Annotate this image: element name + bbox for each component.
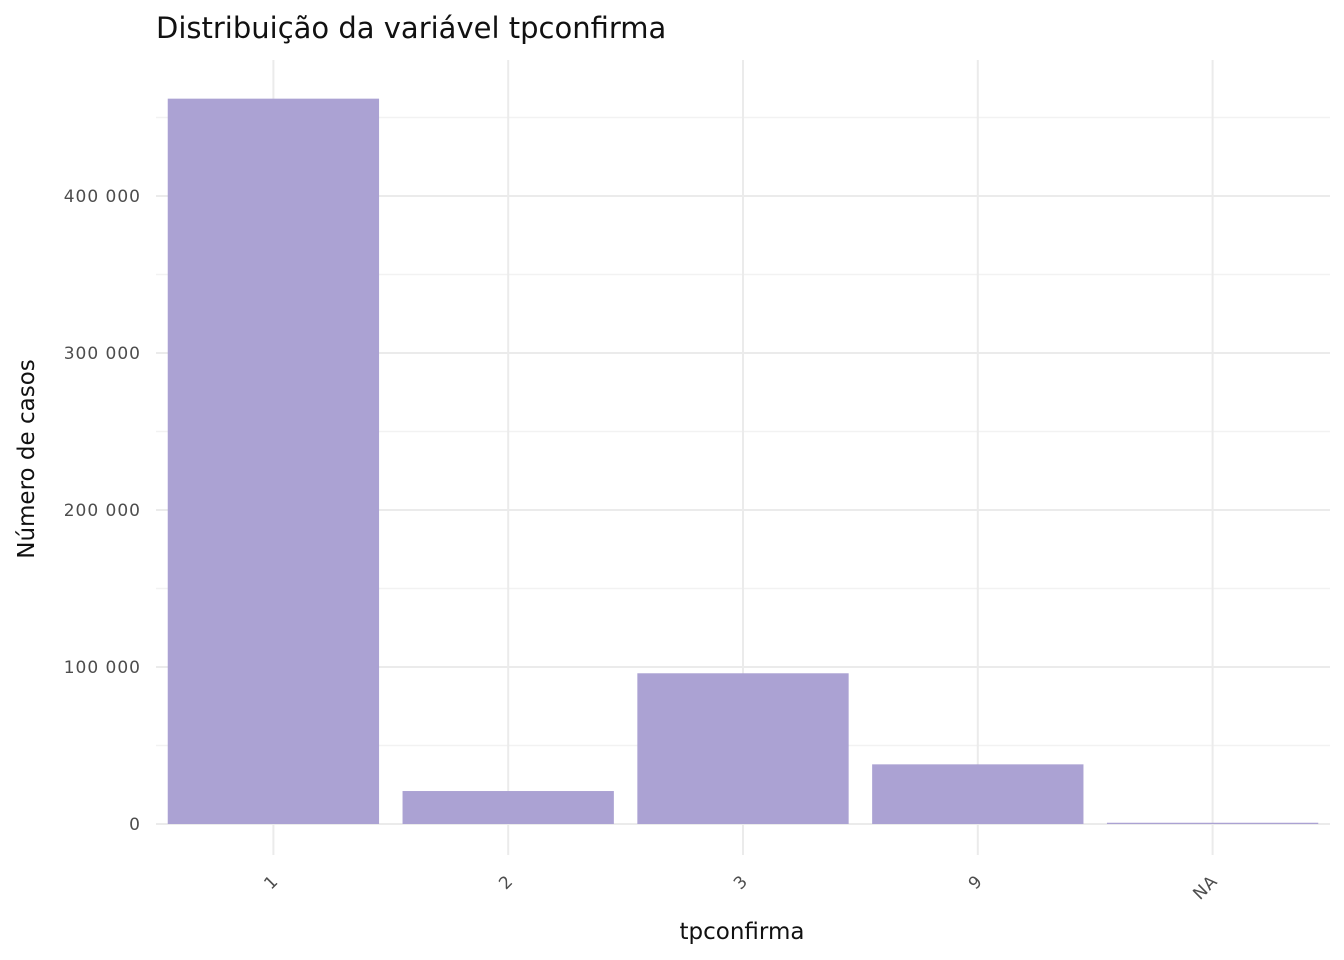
x-tick-label: NA (1189, 871, 1222, 904)
x-tick-label: 3 (730, 871, 753, 894)
bar-9 (872, 764, 1084, 824)
chart-title: Distribuição da variável tpconfirma (156, 11, 666, 45)
bar-3 (637, 673, 849, 824)
bar-1 (167, 98, 380, 824)
bar-NA (1106, 822, 1319, 824)
x-tick-label: 1 (260, 871, 283, 894)
y-axis-title: Número de casos (14, 359, 40, 559)
y-tick-label: 300 000 (64, 344, 141, 364)
x-tick-label: 9 (965, 871, 988, 894)
x-axis-tick-labels: 1 2 3 9 NA (260, 871, 1222, 904)
y-axis-tick-labels: 0 100 000 200 000 300 000 400 000 (64, 187, 141, 835)
y-tick-label: 100 000 (64, 658, 141, 678)
x-axis-title: tpconfirma (680, 919, 805, 945)
y-tick-label: 200 000 (64, 501, 141, 521)
bar-2 (402, 791, 614, 824)
y-tick-label: 0 (129, 815, 141, 835)
y-tick-label: 400 000 (64, 187, 141, 207)
bars (167, 98, 1319, 824)
x-tick-label: 2 (495, 871, 518, 894)
